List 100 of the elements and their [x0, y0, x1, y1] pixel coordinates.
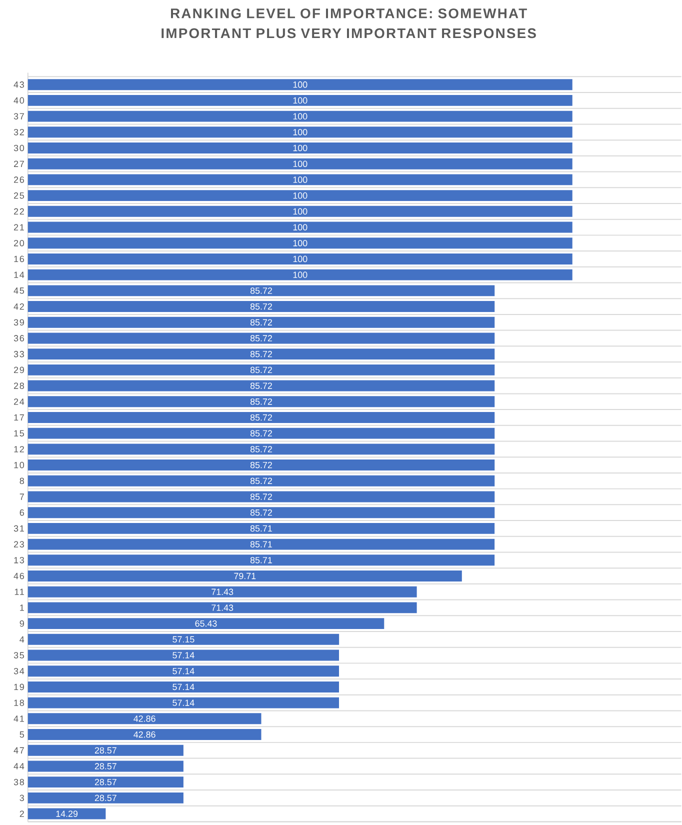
data-label: 85.71 [250, 541, 272, 548]
data-label: 100 [293, 160, 308, 168]
bar [28, 713, 262, 724]
data-label: 85.72 [250, 494, 272, 500]
bar [28, 792, 184, 804]
y-tick-label: 2 [20, 810, 24, 817]
data-label: 57.14 [172, 668, 194, 674]
chart-title: RANKING LEVEL OF IMPORTANCE: SOMEWHAT IMPORTANT PLUS VERY IMPORTANT RESPONSES [162, 8, 536, 38]
data-label: 57.14 [172, 684, 194, 690]
bar [28, 697, 339, 708]
data-label: 85.72 [250, 398, 272, 405]
bar [28, 538, 494, 550]
data-label: 100 [293, 192, 308, 199]
data-label: 100 [293, 256, 308, 262]
bar [28, 348, 494, 360]
bar [28, 776, 184, 788]
y-tick-label: 30 [14, 144, 24, 152]
bar [28, 222, 572, 233]
bar [28, 332, 494, 344]
data-label: 85.72 [250, 478, 272, 484]
y-tick-label: 32 [14, 128, 24, 136]
y-tick-label: 4 [19, 636, 24, 642]
data-label: 85.71 [250, 556, 272, 564]
bar [28, 316, 494, 328]
data-label: 100 [293, 272, 308, 278]
bar [28, 522, 494, 534]
bar [28, 79, 572, 90]
data-label: 100 [293, 97, 308, 104]
y-tick-label: 16 [14, 256, 24, 262]
y-tick-label: 38 [14, 778, 24, 786]
bar [28, 650, 339, 661]
y-tick-label: 39 [14, 319, 24, 326]
data-label: 85.72 [250, 414, 272, 421]
bar [28, 634, 339, 645]
data-label: 28.57 [94, 747, 116, 754]
y-tick-label: 29 [14, 366, 24, 374]
bar [28, 507, 494, 518]
bar [28, 190, 572, 202]
y-tick-label: 3 [20, 794, 24, 802]
y-tick-label: 24 [14, 398, 24, 405]
bar [28, 586, 417, 598]
bar [28, 460, 494, 471]
data-label: 57.15 [172, 636, 194, 643]
y-tick-label: 33 [14, 350, 24, 358]
data-label: 28.57 [94, 778, 116, 786]
bar [28, 666, 339, 677]
bar [28, 364, 494, 376]
y-tick-label: 22 [14, 208, 24, 215]
y-tick-label: 44 [14, 763, 24, 770]
bar [28, 570, 462, 582]
data-label: 100 [293, 176, 308, 183]
data-label: 42.86 [133, 731, 156, 738]
bar [28, 475, 494, 486]
data-label: 85.72 [250, 509, 272, 516]
bar [28, 253, 572, 264]
bar [28, 554, 494, 566]
data-label: 85.72 [250, 366, 272, 374]
bar [28, 808, 106, 820]
data-label: 42.86 [133, 716, 156, 722]
bar [28, 94, 572, 106]
data-label: 85.72 [250, 446, 272, 452]
y-tick-label: 43 [14, 81, 24, 88]
data-label: 57.14 [172, 700, 194, 706]
bar [28, 729, 262, 740]
bar [28, 412, 494, 423]
bar [28, 428, 494, 439]
bar [28, 206, 572, 217]
y-tick-label: 26 [14, 176, 24, 183]
bar [28, 238, 572, 249]
y-tick-label: 5 [20, 731, 24, 738]
y-tick-label: 40 [14, 97, 24, 104]
y-tick-label: 47 [14, 747, 24, 754]
y-tick-label: 13 [14, 556, 24, 564]
bar [28, 491, 494, 502]
y-tick-label: 8 [20, 478, 24, 484]
y-tick-label: 31 [14, 525, 24, 532]
y-tick-label: 17 [14, 414, 24, 421]
data-label: 85.72 [250, 462, 272, 468]
y-tick-label: 35 [14, 652, 24, 658]
y-tick-label: 11 [14, 588, 24, 595]
y-tick-label: 41 [14, 716, 24, 722]
data-label: 79.71 [234, 572, 256, 580]
data-label: 57.14 [172, 652, 194, 658]
data-label: 71.43 [212, 588, 234, 596]
bar [28, 744, 184, 756]
y-tick-label: 46 [14, 572, 24, 580]
y-tick-label: 6 [20, 509, 24, 516]
y-tick-label: 9 [20, 620, 24, 627]
y-tick-label: 19 [14, 684, 24, 690]
bar [28, 126, 572, 138]
data-label: 28.57 [94, 794, 116, 802]
data-label: 14.29 [56, 810, 78, 817]
data-label: 85.72 [250, 288, 272, 294]
data-label: 100 [293, 224, 308, 230]
y-tick-label: 34 [14, 668, 24, 674]
y-tick-label: 28 [14, 382, 24, 389]
y-tick-label: 45 [14, 288, 24, 294]
bar [28, 760, 184, 772]
y-tick-label: 10 [14, 462, 24, 468]
data-label: 28.57 [94, 763, 116, 770]
